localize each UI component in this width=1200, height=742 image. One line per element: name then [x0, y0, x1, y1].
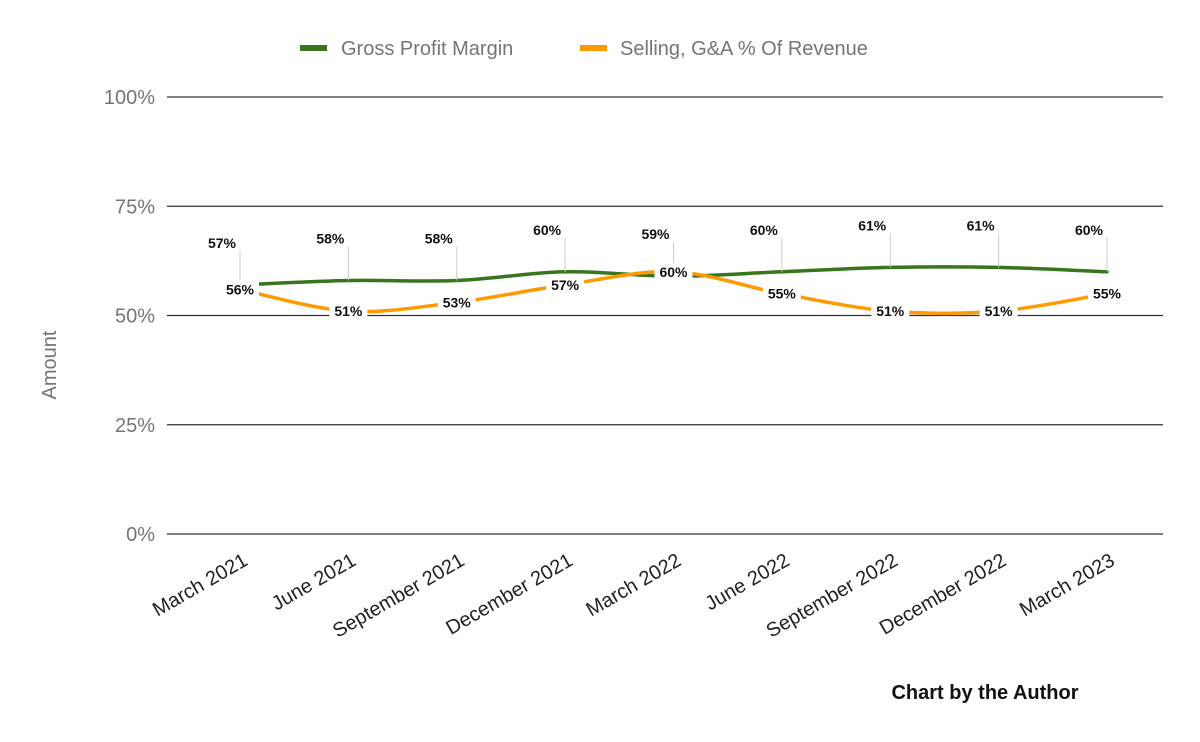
data-label: 55%: [1093, 286, 1122, 302]
footnote: Chart by the Author: [891, 682, 1078, 704]
data-label: 60%: [659, 264, 688, 280]
data-label: 51%: [876, 303, 905, 319]
x-tick-label: March 2023: [1016, 549, 1118, 621]
y-tick-label: 100%: [104, 87, 155, 109]
y-tick-label: 25%: [115, 415, 155, 437]
data-label: 58%: [425, 231, 454, 247]
data-label-bg: [221, 280, 259, 299]
data-label-bg: [871, 302, 910, 321]
x-tick-label: March 2022: [583, 549, 685, 621]
y-axis-ticks: 0% 25% 50% 75% 100%: [104, 87, 155, 546]
data-label: 56%: [226, 281, 255, 297]
data-label: 55%: [768, 286, 797, 302]
x-tick-label: March 2021: [149, 549, 251, 621]
data-labels: 57% 58% 58% 60% 59% 60% 61% 61% 60% 56% 51% 53% 57% 6…: [208, 217, 1126, 321]
y-axis-label: Amount: [39, 330, 61, 399]
data-label: 57%: [208, 235, 237, 251]
data-label-bg: [1088, 284, 1126, 303]
data-label-bg: [654, 262, 693, 281]
data-label: 60%: [1075, 222, 1104, 238]
data-label: 58%: [316, 231, 345, 247]
y-tick-label: 0%: [126, 524, 155, 546]
data-label: 53%: [443, 294, 472, 310]
data-label: 59%: [641, 226, 670, 242]
data-label: 51%: [985, 303, 1014, 319]
data-label: 60%: [533, 222, 562, 238]
data-label-bg: [979, 302, 1018, 321]
x-tick-label: June 2021: [268, 549, 360, 615]
data-label-bg: [437, 293, 476, 312]
data-label: 57%: [551, 277, 580, 293]
y-tick-label: 75%: [115, 196, 155, 218]
data-label-bg: [546, 275, 585, 294]
data-label: 61%: [858, 217, 887, 233]
legend: Gross Profit Margin Selling, G&A % Of Rev…: [300, 38, 868, 60]
x-tick-label: June 2022: [701, 549, 793, 615]
data-label: 61%: [967, 217, 996, 233]
legend-label: Gross Profit Margin: [341, 38, 513, 60]
data-label-bg: [329, 302, 368, 321]
y-tick-label: 50%: [115, 306, 155, 328]
data-label-bg: [762, 284, 801, 303]
data-label: 51%: [334, 303, 363, 319]
legend-label: Selling, G&A % Of Revenue: [620, 38, 868, 60]
data-label: 60%: [750, 222, 779, 238]
